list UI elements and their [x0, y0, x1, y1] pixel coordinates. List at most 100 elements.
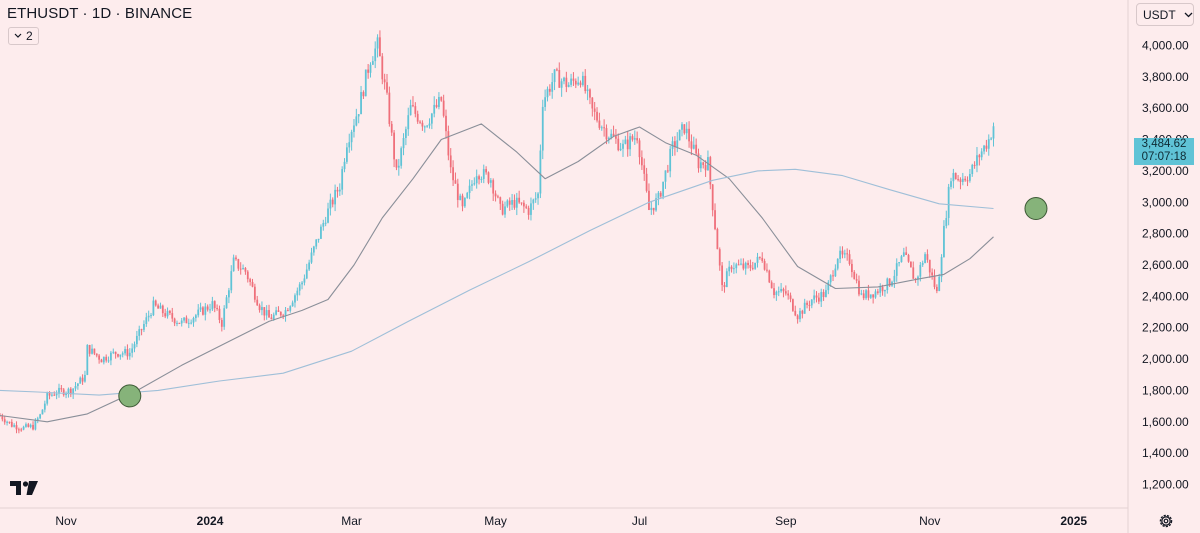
- candle-body: [388, 92, 391, 124]
- candle-body: [615, 136, 617, 139]
- candle-body: [230, 271, 233, 291]
- price-axis[interactable]: 4,200.004,000.003,800.003,600.003,400.00…: [1142, 7, 1189, 491]
- tradingview-logo-icon[interactable]: [10, 481, 40, 497]
- candle-body: [294, 295, 296, 303]
- time-axis[interactable]: Nov 2024 Mar May Jul Sep Nov 2025: [55, 514, 1087, 528]
- candle-body: [497, 196, 499, 198]
- candle-body: [825, 290, 827, 297]
- candle-body: [199, 307, 202, 310]
- candle-body: [895, 263, 898, 276]
- candle-body: [409, 105, 412, 116]
- candle-body: [379, 37, 381, 57]
- candle-body: [662, 181, 665, 197]
- candle-body: [268, 310, 270, 318]
- candle-body: [336, 189, 339, 192]
- candle-body: [187, 322, 190, 324]
- candle-body: [487, 172, 490, 183]
- candle-body: [341, 169, 344, 190]
- candle-body: [62, 389, 65, 396]
- candle-body: [881, 286, 884, 292]
- candle-body: [466, 192, 469, 198]
- candle-body: [419, 121, 421, 123]
- candle-body: [926, 254, 929, 260]
- candle-body: [702, 162, 705, 166]
- candle-body: [947, 186, 950, 219]
- candle-body: [525, 206, 528, 208]
- candle-body: [235, 257, 237, 260]
- candle-body: [695, 144, 698, 154]
- candle-body: [950, 181, 952, 187]
- candle-body: [912, 267, 915, 279]
- candle-body: [362, 92, 365, 97]
- candle-body: [475, 176, 478, 184]
- candle-body: [131, 348, 134, 353]
- candle-body: [591, 97, 594, 109]
- candle-body: [499, 197, 502, 204]
- candle-body: [367, 69, 370, 73]
- candle-body: [433, 104, 436, 114]
- candle-body: [624, 139, 627, 144]
- candle-body: [638, 140, 641, 158]
- candle-body: [147, 315, 150, 318]
- candle-body: [740, 263, 742, 265]
- candle-body: [438, 96, 440, 108]
- price-axis-label: 2,000.00: [1142, 352, 1189, 366]
- time-axis-label: 2025: [1060, 514, 1087, 528]
- price-axis-label: 1,200.00: [1142, 477, 1189, 491]
- candle-body: [463, 197, 466, 207]
- candle-body: [176, 322, 178, 324]
- candle-body: [530, 203, 532, 215]
- candle-body: [329, 199, 332, 209]
- candle-body: [577, 82, 580, 85]
- candle-body: [867, 290, 870, 298]
- candle-body: [25, 424, 27, 427]
- time-axis-label: Jul: [632, 514, 647, 528]
- candle-body: [404, 129, 407, 138]
- candle-body: [801, 310, 804, 314]
- candle-body: [442, 100, 445, 116]
- candle-body: [650, 207, 653, 210]
- gear-icon[interactable]: [1158, 513, 1174, 529]
- indicators-collapse-button[interactable]: 2: [8, 27, 39, 45]
- candle-body: [747, 262, 749, 266]
- candle-body: [810, 299, 813, 306]
- candle-body: [435, 104, 438, 108]
- candle-body: [296, 290, 299, 296]
- candle-body: [551, 82, 554, 92]
- candle-body: [980, 151, 983, 158]
- candle-body: [15, 425, 18, 430]
- candle-body: [72, 388, 75, 395]
- candle-body: [704, 165, 707, 171]
- price-axis-label: 1,800.00: [1142, 383, 1189, 397]
- candle-body: [76, 383, 79, 387]
- candle-body: [553, 69, 556, 83]
- candle-body: [93, 348, 96, 354]
- candle-body: [869, 294, 872, 298]
- candle-body: [961, 178, 964, 182]
- candle-body: [855, 279, 858, 281]
- candle-body: [454, 180, 457, 184]
- currency-selector[interactable]: USDT: [1136, 3, 1194, 26]
- candle-body: [699, 162, 702, 169]
- candle-body: [770, 282, 773, 289]
- candle-body: [619, 148, 622, 151]
- candle-body: [907, 255, 910, 262]
- candle-body: [270, 317, 273, 320]
- candle-body: [846, 253, 849, 255]
- candle-body: [666, 170, 669, 172]
- candle-body: [968, 173, 971, 181]
- candle-body: [430, 113, 433, 124]
- candle-body: [402, 137, 405, 149]
- candle-body: [836, 258, 839, 269]
- candle-body: [862, 293, 865, 299]
- candle-body: [659, 192, 662, 197]
- candle-body: [940, 257, 943, 277]
- candle-body: [355, 116, 358, 126]
- candle-body: [822, 292, 825, 297]
- candle-body: [905, 252, 908, 256]
- candle-body: [685, 128, 688, 134]
- candle-body: [888, 278, 891, 286]
- candle-body: [992, 126, 995, 139]
- candle-body: [371, 61, 374, 65]
